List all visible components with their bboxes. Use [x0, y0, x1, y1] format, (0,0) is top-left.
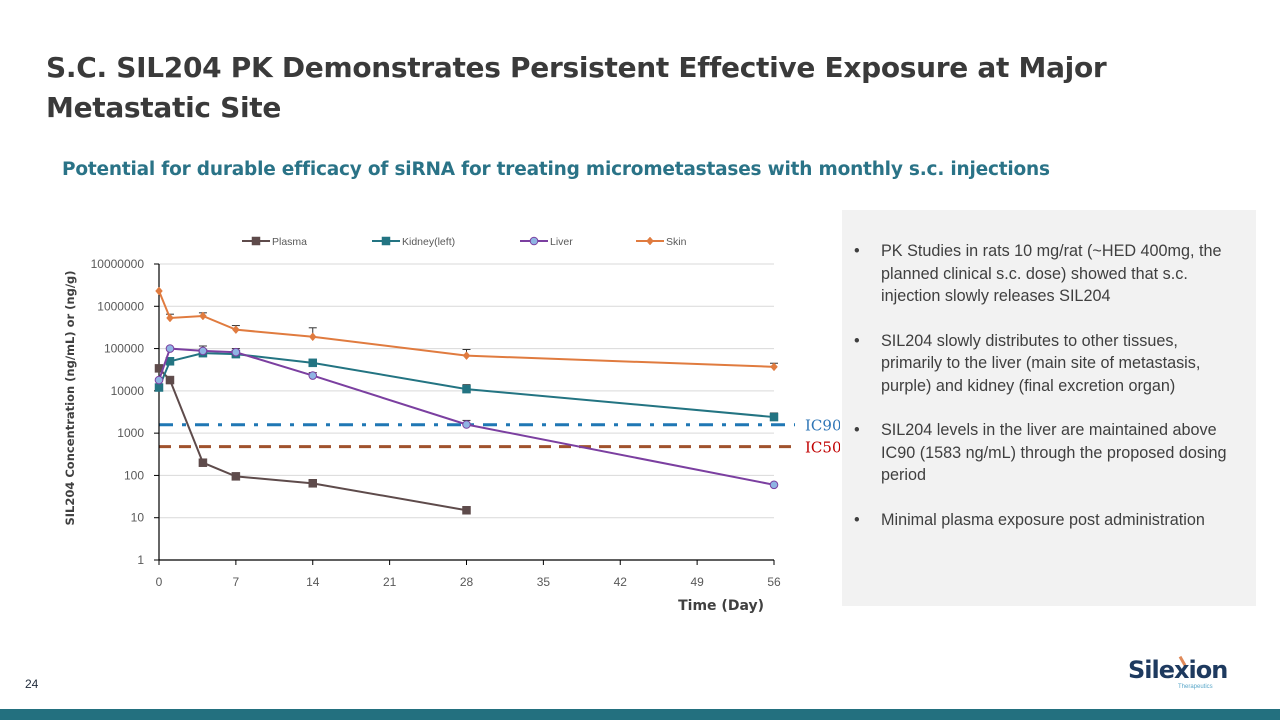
logo-name: Silexion — [1128, 656, 1228, 684]
legend-item: Kidney(left) — [372, 236, 455, 248]
y-tick-label: 10000 — [111, 384, 145, 398]
data-point — [154, 383, 164, 392]
data-point — [308, 371, 318, 380]
data-point — [308, 479, 317, 488]
series-skin — [155, 286, 778, 372]
data-point — [198, 458, 208, 467]
reference-label-ic50: IC50 — [805, 439, 840, 457]
data-point — [462, 420, 471, 429]
data-point — [462, 384, 471, 394]
data-point — [769, 480, 779, 490]
series-line — [158, 367, 467, 512]
data-point — [308, 332, 317, 342]
bullet-item: • SIL204 levels in the liver are maintain… — [854, 419, 1238, 487]
legend-label: Plasma — [272, 236, 307, 248]
x-tick-label: 35 — [537, 575, 551, 589]
x-tick-label: 28 — [460, 575, 474, 589]
y-tick-label: 1000 — [117, 426, 144, 440]
data-point — [198, 346, 208, 356]
legend-item: Skin — [636, 236, 687, 248]
bullet-item: • SIL204 slowly distributes to other tiss… — [854, 330, 1238, 398]
footer-bar — [0, 709, 1280, 720]
x-tick-label: 42 — [614, 575, 628, 589]
bullet-marker: • — [854, 421, 860, 439]
data-point — [199, 311, 207, 321]
key-points-panel: • PK Studies in rats 10 mg/rat (~HED 400m… — [842, 210, 1256, 606]
slide-subtitle: Potential for durable efficacy of siRNA … — [62, 159, 1050, 180]
data-point — [769, 412, 779, 422]
x-axis-label: Time (Day) — [678, 598, 764, 614]
data-point — [462, 351, 471, 361]
chart-axes: 1 10 100 1000 10000 100000 1000000 10000000 0 7 14… — [91, 257, 781, 589]
pk-chart: IC90 IC50 1 10 100 1000 10000 100000 1000000 100… — [63, 236, 840, 614]
legend-swatch-marker — [381, 236, 391, 246]
legend-label: Skin — [666, 236, 687, 248]
x-tick-label: 7 — [233, 575, 240, 589]
key-points-list: • PK Studies in rats 10 mg/rat (~HED 400m… — [842, 210, 1256, 531]
series-liver — [154, 344, 779, 490]
data-point — [770, 362, 778, 372]
y-tick-label: 1 — [137, 553, 144, 567]
legend-item: Liver — [520, 236, 573, 248]
y-tick-label: 1000000 — [97, 299, 144, 313]
data-point — [231, 347, 241, 357]
bullet-text: SIL204 slowly distributes to other tissu… — [881, 331, 1201, 395]
legend-label: Liver — [550, 236, 573, 248]
data-point — [165, 344, 175, 353]
legend-swatch-marker — [529, 236, 539, 246]
company-logo: Silexion Therapeutics — [1128, 655, 1228, 696]
y-tick-label: 10000000 — [91, 257, 145, 271]
series-line — [158, 347, 775, 486]
reference-label-ic90: IC90 — [805, 417, 840, 435]
data-point — [231, 472, 241, 481]
x-tick-label: 14 — [306, 575, 320, 589]
chart-series — [154, 286, 779, 515]
data-point — [166, 313, 174, 323]
data-point — [155, 286, 163, 296]
reference-lines: IC90 IC50 — [159, 417, 840, 457]
bullet-text: Minimal plasma exposure post administrat… — [881, 510, 1205, 529]
legend-swatch-marker — [251, 236, 261, 246]
x-tick-label: 21 — [383, 575, 397, 589]
logo-tagline: Therapeutics — [1178, 684, 1213, 690]
data-point — [154, 375, 164, 385]
x-tick-label: 49 — [690, 575, 704, 589]
bullet-item: • Minimal plasma exposure post administra… — [854, 509, 1238, 532]
x-tick-label: 56 — [767, 575, 781, 589]
bullet-text: PK Studies in rats 10 mg/rat (~HED 400mg… — [881, 242, 1222, 305]
y-tick-label: 100 — [124, 468, 144, 482]
page-number: 24 — [25, 677, 39, 691]
data-point — [308, 358, 317, 368]
legend-swatch-marker — [646, 236, 654, 246]
bullet-marker: • — [854, 510, 860, 529]
bullet-item: • PK Studies in rats 10 mg/rat (~HED 400m… — [854, 240, 1238, 308]
series-plasma — [154, 364, 471, 515]
chart-legend: Plasma Kidney(left) Liver Skin — [242, 236, 687, 248]
y-tick-label: 100000 — [104, 342, 144, 356]
legend-item: Plasma — [242, 236, 307, 248]
bullet-marker: • — [854, 331, 860, 350]
data-point — [462, 506, 471, 515]
x-tick-label: 0 — [156, 575, 163, 589]
slide-title: S.C. SIL204 PK Demonstrates Persistent E… — [46, 51, 1107, 124]
bullet-text: SIL204 levels in the liver are maintaine… — [881, 421, 1227, 484]
bullet-marker: • — [854, 242, 860, 260]
y-tick-label: 10 — [131, 511, 145, 525]
data-point — [165, 375, 175, 385]
data-point — [232, 325, 240, 335]
legend-label: Kidney(left) — [402, 236, 455, 248]
y-axis-label: SIL204 Concentration (ng/mL) or (ng/g) — [63, 270, 77, 525]
